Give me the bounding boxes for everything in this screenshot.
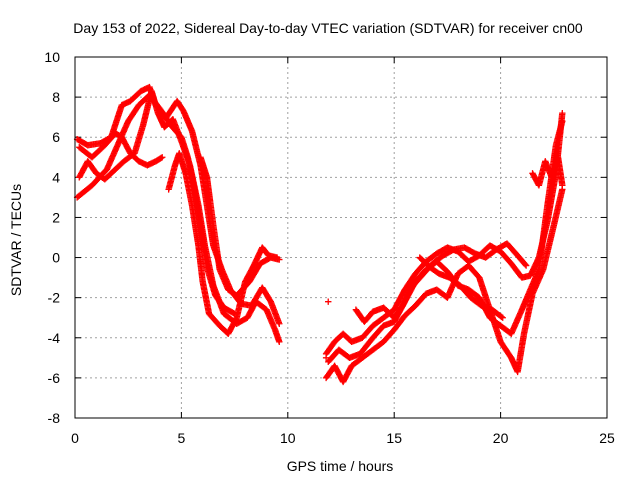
data-track — [73, 83, 283, 327]
y-tick-label: 6 — [52, 129, 60, 145]
data-point-marker — [325, 298, 332, 305]
data-point-marker — [230, 309, 237, 317]
data-point-marker — [322, 354, 330, 362]
data-track — [76, 130, 166, 169]
data-point-marker — [276, 338, 283, 345]
data-point-marker — [559, 182, 566, 189]
data-point-marker — [276, 320, 283, 327]
data-point-marker — [159, 154, 166, 161]
x-tick-label: 10 — [280, 430, 296, 446]
data-point-marker — [498, 313, 505, 321]
y-tick-label: 2 — [52, 209, 60, 225]
data-point-marker — [522, 262, 530, 269]
data-point-marker — [522, 261, 529, 268]
data-point-marker — [157, 154, 165, 162]
y-tick-label: -8 — [48, 410, 61, 426]
x-tick-label: 0 — [71, 430, 79, 446]
data-point-marker — [559, 117, 566, 125]
plot-frame — [74, 56, 608, 419]
y-tick-label: 4 — [52, 169, 60, 185]
y-tick-label: -6 — [48, 370, 61, 386]
y-tick-label: 8 — [52, 89, 60, 105]
y-tick-label: 10 — [44, 49, 60, 65]
data-marks — [73, 83, 566, 386]
data-track — [197, 154, 283, 299]
y-tick-labels: -8 -6 -4 -2 0 2 4 6 8 10 — [44, 49, 60, 426]
data-point-marker — [559, 109, 566, 117]
y-tick-label: -4 — [48, 330, 61, 346]
x-tick-label: 15 — [386, 430, 402, 446]
data-track — [322, 186, 566, 386]
data-track — [325, 117, 566, 366]
y-tick-label: 0 — [52, 250, 60, 266]
x-tick-label: 5 — [178, 430, 186, 446]
y-tick-label: -2 — [48, 290, 61, 306]
x-tick-label: 25 — [599, 430, 615, 446]
data-track — [529, 154, 566, 189]
x-tick-labels: 0 5 10 15 20 25 — [71, 430, 615, 446]
y-axis-label: SDTVAR / TECUs — [8, 184, 24, 296]
data-point-marker — [276, 256, 283, 263]
x-tick-label: 20 — [493, 430, 509, 446]
chart-title: Day 153 of 2022, Sidereal Day-to-day VTE… — [73, 20, 583, 36]
x-axis-label: GPS time / hours — [287, 458, 394, 474]
data-track — [416, 254, 506, 321]
data-point-marker — [499, 314, 506, 321]
